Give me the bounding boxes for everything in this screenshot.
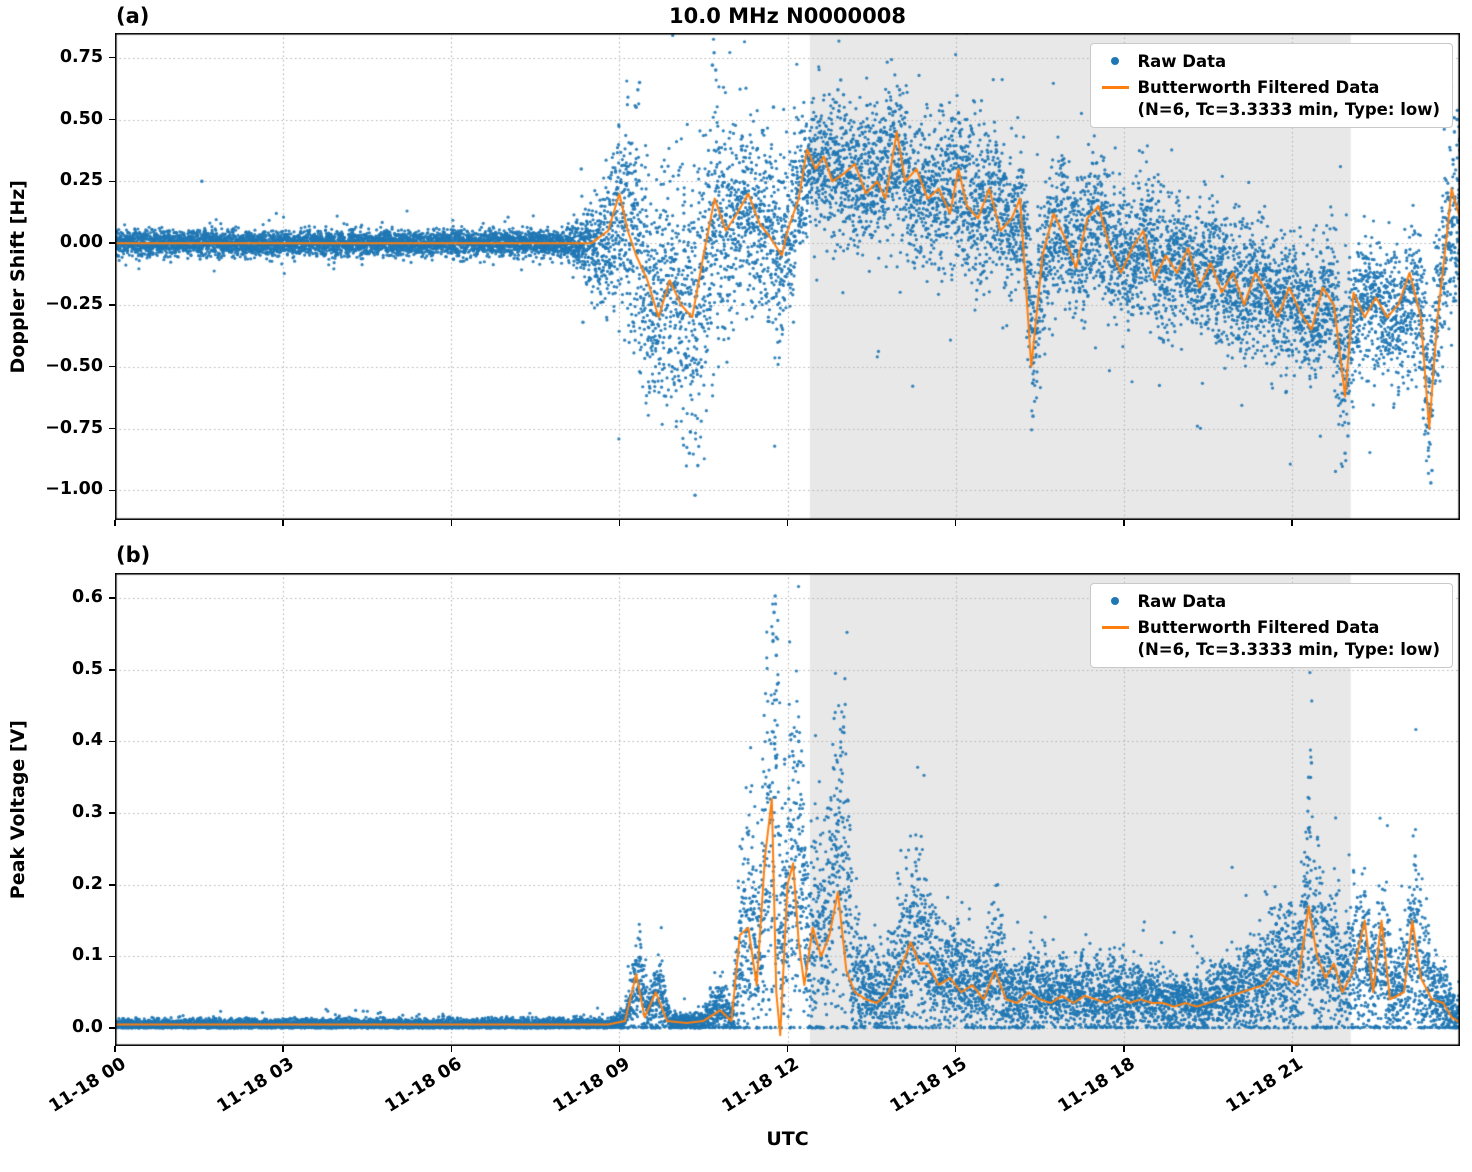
- x-axis-tick-label: 11-18 21: [1222, 1054, 1307, 1117]
- x-axis-tick: [618, 520, 621, 526]
- legend-raw-label: Raw Data: [1137, 52, 1227, 71]
- plot-area-a: Raw Data Butterworth Filtered Data (N=6,…: [115, 33, 1460, 520]
- raw-marker-col: [1099, 591, 1131, 605]
- x-axis-tick: [786, 520, 789, 526]
- x-axis-tick: [954, 1046, 957, 1052]
- x-axis-tick: [450, 520, 452, 526]
- x-axis-tick-label: 11-18 00: [45, 1054, 130, 1117]
- panel-a-legend: Raw Data Butterworth Filtered Data (N=6,…: [1090, 43, 1453, 129]
- legend-filtered-row: Butterworth Filtered Data (N=6, Tc=3.333…: [1099, 77, 1440, 120]
- y-axis-tick-label: 0.75: [59, 46, 103, 67]
- raw-marker-col: [1099, 51, 1131, 65]
- x-axis-tick-label: 11-18 03: [213, 1054, 298, 1117]
- legend-raw-row: Raw Data: [1099, 51, 1440, 72]
- filtered-marker-col: [1099, 77, 1131, 90]
- raw-data-dot-icon: [1111, 597, 1120, 605]
- x-axis-tick-label: 11-18 06: [381, 1054, 466, 1117]
- x-axis-tick: [450, 1046, 452, 1052]
- y-axis-tick-label: 0.5: [71, 658, 103, 679]
- panel-a-ylabel: Doppler Shift [Hz]: [4, 33, 32, 520]
- legend-raw-label: Raw Data: [1137, 592, 1227, 611]
- x-axis-tick: [282, 520, 284, 526]
- legend-filtered-labels: Butterworth Filtered Data (N=6, Tc=3.333…: [1137, 77, 1440, 120]
- x-axis-tick: [1123, 520, 1125, 526]
- x-axis-tick: [618, 1046, 621, 1052]
- x-axis-tick-label: 11-18 18: [1054, 1054, 1139, 1117]
- y-axis-tick-label: 0.3: [71, 802, 103, 823]
- chart-title: 10.0 MHz N0000008: [669, 4, 906, 28]
- x-axis-tick: [282, 1046, 284, 1052]
- x-axis-label: UTC: [766, 1128, 809, 1150]
- x-axis-tick: [1291, 1046, 1293, 1052]
- x-axis-tick: [114, 520, 116, 526]
- x-axis-tick-label: 11-18 12: [718, 1054, 803, 1117]
- legend-filtered-labels: Butterworth Filtered Data (N=6, Tc=3.333…: [1137, 617, 1440, 660]
- legend-filtered-sublabel: (N=6, Tc=3.3333 min, Type: low): [1137, 99, 1440, 119]
- x-axis-tick: [1123, 1046, 1125, 1052]
- legend-raw-row: Raw Data: [1099, 591, 1440, 612]
- y-axis-tick-label: 0.2: [71, 873, 103, 894]
- panel-a-ylabel-text: Doppler Shift [Hz]: [7, 179, 29, 374]
- x-axis-tick: [786, 1046, 789, 1052]
- legend-filtered-sublabel: (N=6, Tc=3.3333 min, Type: low): [1137, 639, 1440, 659]
- filtered-data-line-icon: [1101, 626, 1129, 630]
- y-axis-tick-label: 0.1: [71, 945, 103, 966]
- panel-a-label: (a): [116, 4, 150, 28]
- legend-filtered-row: Butterworth Filtered Data (N=6, Tc=3.333…: [1099, 617, 1440, 660]
- panel-b-legend: Raw Data Butterworth Filtered Data (N=6,…: [1090, 583, 1453, 669]
- panel-b-label: (b): [116, 543, 151, 567]
- x-axis-tick: [1291, 520, 1293, 526]
- filtered-data-line-icon: [1101, 86, 1129, 90]
- x-axis-tick: [954, 520, 957, 526]
- x-axis-tick: [114, 1046, 116, 1052]
- y-axis-tick-label: 0.0: [71, 1017, 103, 1038]
- legend-filtered-label: Butterworth Filtered Data: [1137, 618, 1380, 638]
- y-axis-tick-label: 0.6: [71, 587, 103, 608]
- plot-area-b: Raw Data Butterworth Filtered Data (N=6,…: [115, 573, 1460, 1046]
- x-axis-tick-label: 11-18 09: [550, 1054, 634, 1117]
- y-axis-tick-label: 0.50: [59, 108, 103, 129]
- filtered-marker-col: [1099, 617, 1131, 630]
- y-axis-tick-label: −0.50: [45, 355, 103, 376]
- y-axis-tick-label: −0.75: [45, 417, 103, 438]
- panel-b-ylabel-text: Peak Voltage [V]: [7, 719, 29, 900]
- x-axis-tick-label: 11-18 15: [886, 1054, 971, 1117]
- y-axis-tick-label: −0.25: [45, 293, 103, 314]
- y-axis-tick-label: 0.00: [59, 232, 103, 253]
- legend-filtered-label: Butterworth Filtered Data: [1137, 78, 1380, 98]
- panel-b-ylabel: Peak Voltage [V]: [4, 573, 32, 1046]
- y-axis-tick-label: 0.4: [71, 730, 103, 751]
- y-axis-tick-label: −1.00: [45, 479, 103, 500]
- raw-data-dot-icon: [1111, 57, 1120, 65]
- y-axis-tick-label: 0.25: [59, 170, 103, 191]
